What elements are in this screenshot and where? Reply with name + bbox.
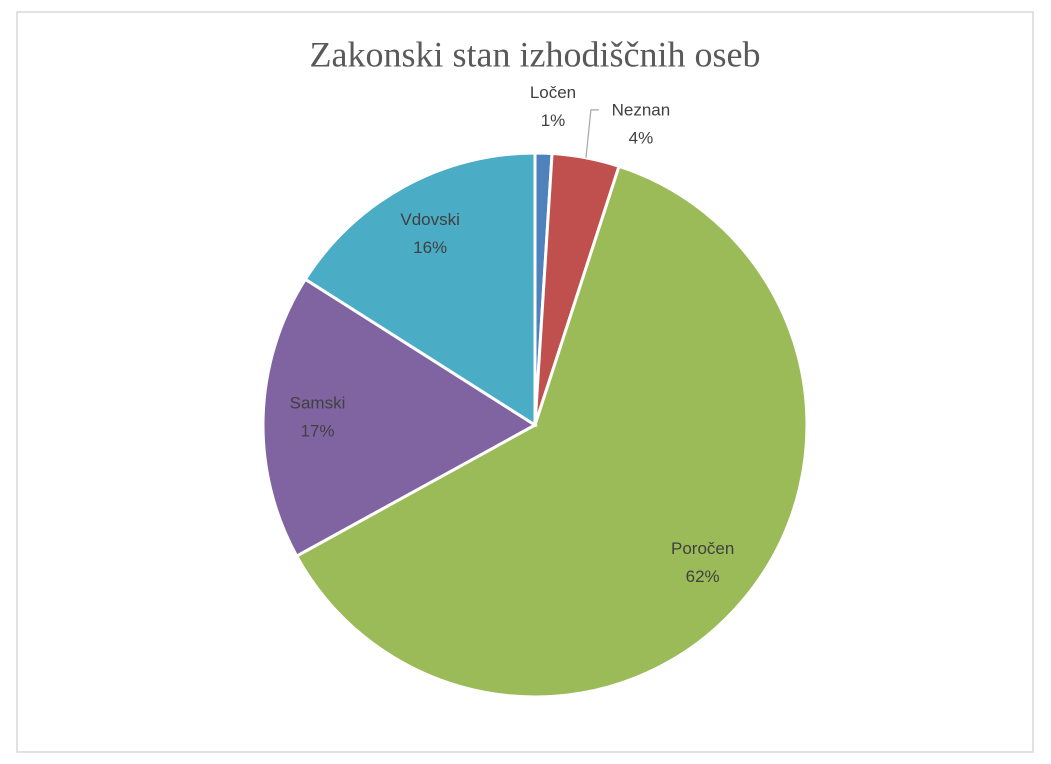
data-label-value: 16% xyxy=(413,238,447,257)
data-label-name: Poročen xyxy=(671,539,734,558)
data-label-value: 1% xyxy=(541,111,566,130)
data-label-value: 4% xyxy=(629,128,654,147)
leader-line xyxy=(585,109,599,158)
data-label-value: 62% xyxy=(686,567,720,586)
pie-slice xyxy=(261,277,538,559)
pie-slice xyxy=(294,164,809,699)
chart-title: Zakonski stan izhodiščnih oseb xyxy=(310,34,761,74)
data-label-name: Samski xyxy=(290,394,346,413)
data-label-value: 17% xyxy=(300,422,334,441)
data-label-name: Vdovski xyxy=(400,210,460,229)
pie-slice xyxy=(303,151,537,428)
data-label-name: Neznan xyxy=(612,100,671,119)
data-label-name: Ločen xyxy=(530,83,576,102)
